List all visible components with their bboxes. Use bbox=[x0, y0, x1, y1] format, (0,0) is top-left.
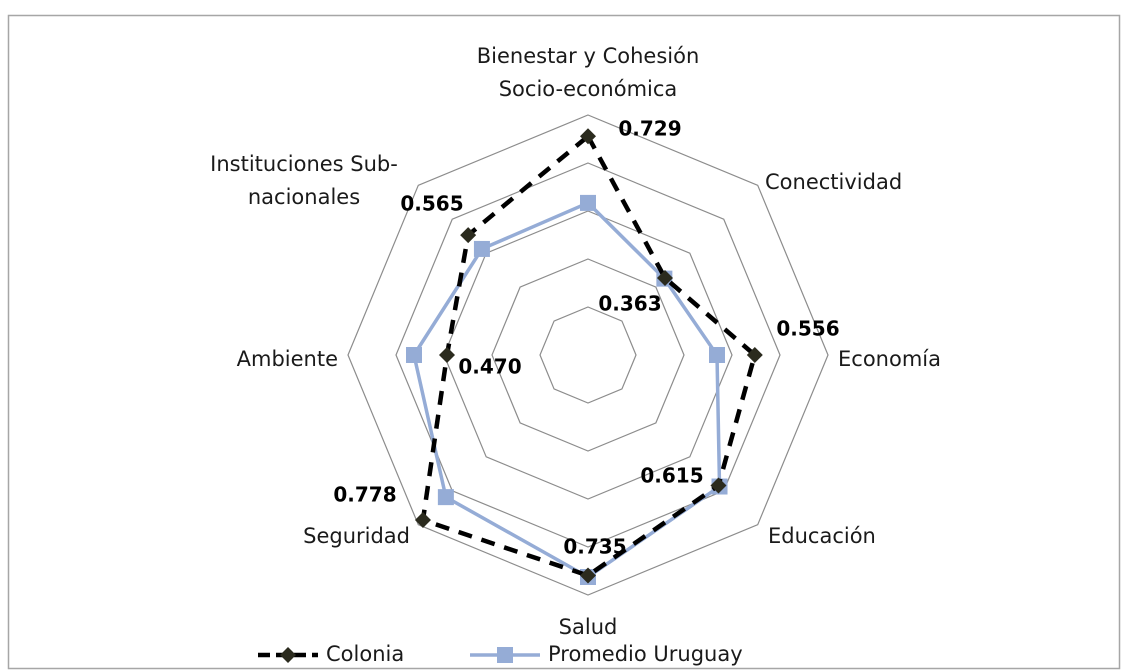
marker bbox=[580, 194, 596, 211]
category-label: Bienestar y Cohesión Socio-económica bbox=[477, 44, 700, 101]
marker bbox=[746, 347, 763, 363]
value-label: 0.556 bbox=[776, 317, 839, 341]
category-label: Seguridad bbox=[303, 524, 410, 548]
legend-label: Colonia bbox=[326, 642, 404, 666]
value-label: 0.615 bbox=[640, 464, 703, 488]
legend-marker bbox=[280, 647, 296, 663]
marker bbox=[414, 512, 431, 529]
marker bbox=[439, 347, 455, 363]
grid-ring bbox=[395, 162, 781, 548]
value-label: 0.470 bbox=[458, 355, 521, 379]
value-label: 0.729 bbox=[618, 117, 681, 141]
marker bbox=[473, 240, 490, 257]
value-label: 0.363 bbox=[598, 292, 661, 316]
marker bbox=[709, 347, 725, 363]
value-label: 0.778 bbox=[333, 483, 396, 507]
marker bbox=[580, 567, 596, 584]
marker bbox=[460, 227, 477, 244]
value-label: 0.735 bbox=[563, 535, 626, 559]
grid-ring bbox=[539, 306, 637, 404]
category-label: Salud bbox=[559, 615, 618, 639]
grid-ring bbox=[443, 210, 733, 500]
series-line bbox=[420, 132, 758, 578]
value-label: 0.565 bbox=[400, 192, 463, 216]
legend-label: Promedio Uruguay bbox=[548, 642, 743, 666]
grid-ring bbox=[347, 114, 829, 596]
chart-frame bbox=[7, 14, 1121, 670]
grid-ring bbox=[491, 258, 685, 452]
marker bbox=[406, 347, 422, 363]
category-label: Instituciones Sub-nacionales bbox=[210, 152, 398, 209]
marker bbox=[437, 489, 454, 506]
category-label: Educación bbox=[768, 524, 876, 548]
category-label: Economía bbox=[838, 347, 941, 371]
marker bbox=[657, 269, 674, 286]
category-label: Ambiente bbox=[237, 347, 338, 371]
marker bbox=[710, 477, 727, 494]
legend-marker bbox=[497, 647, 513, 663]
category-label: Conectividad bbox=[765, 170, 902, 194]
marker bbox=[580, 128, 596, 145]
